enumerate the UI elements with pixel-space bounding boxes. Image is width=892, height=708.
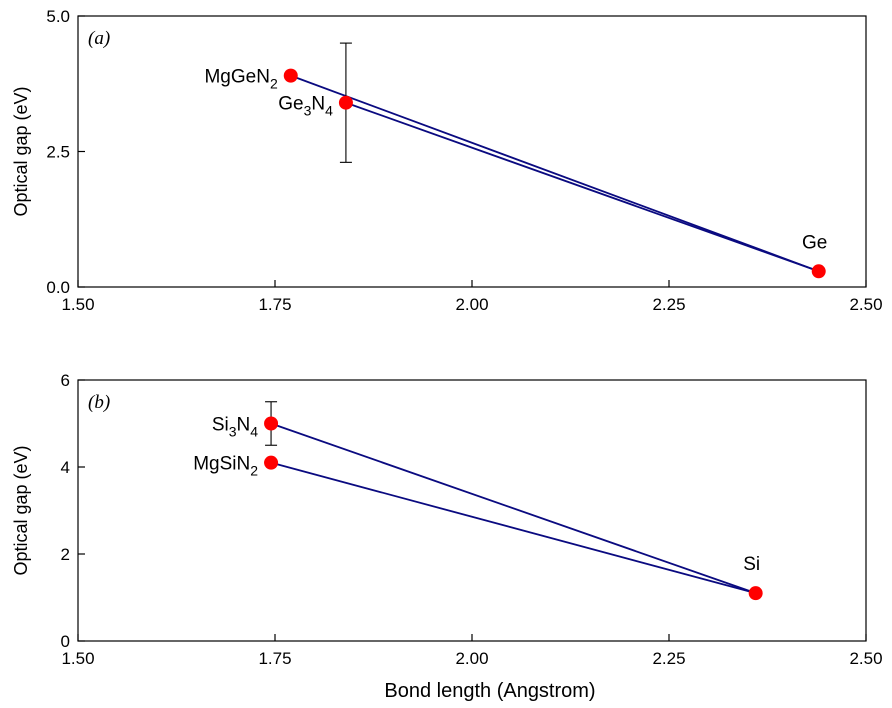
panel-tag: (a) (88, 28, 110, 49)
point-label: Si (743, 554, 760, 575)
x-axis-title: Bond length (Angstrom) (384, 680, 595, 702)
y-axis-title: Optical gap (eV) (11, 86, 31, 216)
data-point (283, 68, 298, 83)
y-tick-label: 5.0 (46, 7, 70, 26)
y-tick-label: 6 (61, 371, 70, 390)
panel-a: 1.50 1.75 2.00 2.25 2.50 0.0 2.5 5.0 Optical gap… (11, 7, 883, 314)
x-tick-label: 2.25 (652, 649, 685, 668)
point-label: Ge (802, 232, 827, 253)
point-label: Si3N4 (212, 415, 258, 440)
data-point (338, 95, 353, 110)
y-tick-label: 2.5 (46, 143, 70, 162)
x-tick-label: 1.75 (258, 295, 291, 314)
point-label: MgSiN2 (193, 454, 258, 479)
y-axis-title: Optical gap (eV) (11, 445, 31, 575)
panel-tag: (b) (88, 392, 110, 413)
series-line (270, 422, 756, 594)
x-tick-label: 2.50 (849, 649, 882, 668)
x-tick-label: 1.75 (258, 649, 291, 668)
panel-b: 1.50 1.75 2.00 2.25 2.50 0 2 4 6 Optical gap (eV)… (11, 371, 883, 702)
series-line (290, 74, 820, 273)
plot-frame (77, 379, 867, 642)
x-tick-label: 2.25 (652, 295, 685, 314)
x-tick-label: 1.50 (61, 295, 94, 314)
x-tick-label: 1.50 (61, 649, 94, 668)
data-point (264, 455, 279, 470)
x-tick-label: 2.00 (455, 649, 488, 668)
y-tick-label: 0 (61, 632, 70, 651)
point-label: Ge3N4 (278, 94, 333, 119)
x-tick-label: 2.00 (455, 295, 488, 314)
series-line (270, 461, 756, 595)
y-tick-label: 0.0 (46, 278, 70, 297)
x-tick-label: 2.50 (849, 295, 882, 314)
data-point (811, 264, 826, 279)
data-point (264, 416, 279, 431)
data-point (748, 586, 763, 601)
y-tick-label: 2 (61, 545, 70, 564)
series-line (345, 101, 820, 273)
y-tick-label: 4 (61, 458, 70, 477)
point-label: MgGeN2 (204, 67, 277, 92)
